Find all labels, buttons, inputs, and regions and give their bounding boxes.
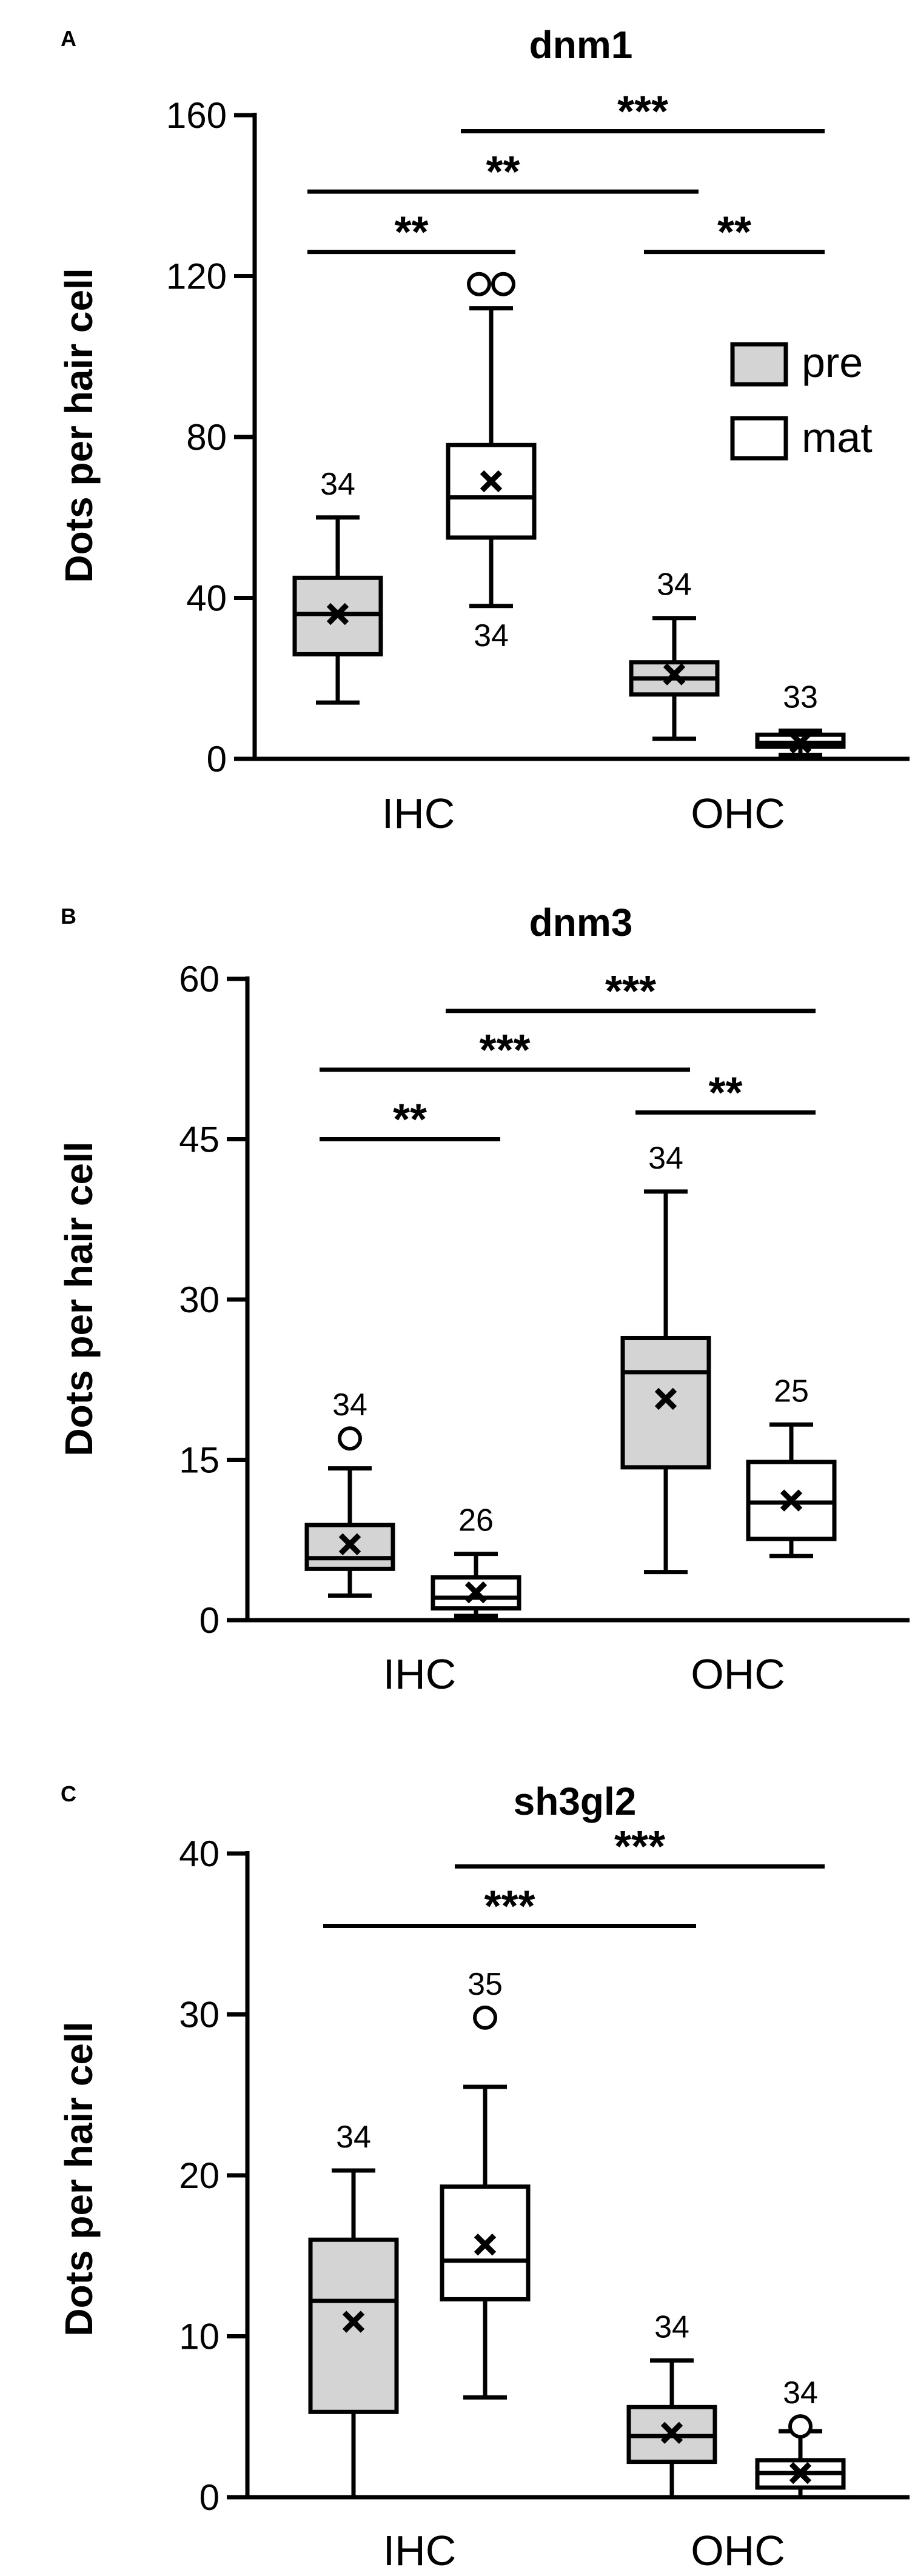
x-category-label: OHC — [691, 1650, 785, 1698]
y-tick-label: 30 — [179, 1280, 220, 1320]
sample-size-label: 34 — [336, 2120, 371, 2155]
y-axis-label: Dots per hair cell — [57, 1141, 101, 1456]
panel-letter: C — [61, 1781, 76, 1806]
legend-swatch-mat — [730, 416, 788, 461]
legend-label-mat: mat — [802, 414, 873, 461]
mean-marker — [660, 2421, 683, 2444]
y-tick-label: 80 — [186, 417, 227, 458]
sample-size-label: 34 — [474, 618, 509, 653]
sample-size-label: 34 — [332, 1387, 367, 1423]
y-axis-label: Dots per hair cell — [57, 2021, 101, 2336]
y-tick-label: 20 — [179, 2155, 220, 2196]
significance-label: *** — [479, 1026, 530, 1075]
outlier-point — [473, 2005, 497, 2030]
panel-sh3gl2: C sh3gl2 Dots per hair cell IHC OHC 0 10 2… — [57, 1780, 910, 2574]
box-IHC-mat: 34 — [446, 272, 537, 653]
mean-marker — [789, 732, 812, 754]
box-iqr — [446, 442, 537, 540]
legend-label-pre: pre — [802, 339, 863, 386]
mean-marker — [663, 663, 686, 686]
sample-size-label: 25 — [774, 1373, 809, 1409]
box-IHC-pre: 34 — [292, 467, 383, 705]
significance-label: ** — [717, 209, 751, 257]
y-tick-label: 0 — [199, 1600, 220, 1641]
significance-label: *** — [605, 967, 656, 1016]
x-category-label: OHC — [691, 790, 785, 837]
box-IHC-pre: 34 — [308, 2120, 399, 2500]
significance-label: ** — [708, 1069, 742, 1117]
mean-marker — [654, 1387, 677, 1410]
sample-size-label: 33 — [783, 680, 818, 715]
outlier-point — [788, 2414, 813, 2439]
y-tick-label: 40 — [179, 1834, 220, 1874]
significance-label: ** — [394, 209, 428, 257]
outlier-point — [491, 272, 515, 296]
y-tick-label: 15 — [179, 1440, 220, 1481]
mean-marker — [780, 1489, 803, 1512]
sample-size-label: 26 — [458, 1503, 494, 1538]
panel-dnm1: A dnm1 Dots per hair cell IHC OHC pre ma… — [57, 23, 910, 837]
mean-marker — [464, 1581, 488, 1604]
sample-size-label: 34 — [657, 567, 692, 602]
legend: pre mat — [730, 339, 873, 461]
y-tick-label: 120 — [166, 256, 227, 297]
x-category-label: IHC — [383, 1650, 457, 1698]
significance-label: ** — [486, 148, 520, 196]
mean-marker — [326, 602, 349, 626]
y-tick-label: 160 — [166, 95, 227, 136]
sample-size-label: 34 — [654, 2309, 689, 2344]
significance-label: *** — [617, 88, 668, 136]
y-tick-label: 45 — [179, 1119, 220, 1160]
legend-swatch-pre — [730, 342, 788, 387]
sample-size-label: 34 — [783, 2375, 818, 2411]
box-OHC-pre: 34 — [620, 1141, 711, 1575]
chart-title: dnm3 — [529, 901, 633, 944]
box-OHC-mat: 25 — [746, 1373, 837, 1558]
y-tick-label: 40 — [186, 578, 227, 619]
box-OHC-pre: 34 — [629, 567, 720, 741]
mean-marker — [338, 1533, 361, 1555]
box-IHC-pre: 34 — [304, 1387, 395, 1598]
outlier-point — [338, 1426, 362, 1451]
box-OHC-pre: 34 — [626, 2309, 717, 2500]
sample-size-label: 34 — [648, 1141, 683, 1176]
sample-size-label: 35 — [468, 1967, 503, 2002]
x-category-label: IHC — [382, 790, 455, 837]
mean-marker — [342, 2311, 365, 2333]
significance-label: *** — [614, 1823, 665, 1871]
y-tick-label: 30 — [179, 1995, 220, 2035]
box-iqr — [308, 2237, 399, 2414]
y-axis-label: Dots per hair cell — [57, 268, 101, 582]
box-OHC-mat: 34 — [755, 2375, 846, 2500]
y-tick-label: 10 — [179, 2317, 220, 2357]
x-category-label: OHC — [691, 2527, 785, 2574]
y-tick-label: 60 — [179, 959, 220, 999]
chart-title: sh3gl2 — [514, 1780, 637, 1823]
panel-letter: A — [61, 26, 76, 51]
y-tick-label: 0 — [199, 2477, 220, 2518]
box-iqr — [746, 1460, 837, 1541]
mean-marker — [474, 2233, 497, 2256]
sample-size-label: 34 — [320, 467, 355, 502]
outlier-point — [467, 272, 491, 296]
mean-marker — [480, 470, 503, 493]
significance-label: *** — [484, 1882, 535, 1930]
significance-label: ** — [393, 1096, 427, 1144]
box-IHC-mat: 26 — [431, 1503, 521, 1618]
y-tick-label: 0 — [207, 739, 227, 779]
x-category-label: IHC — [383, 2527, 457, 2574]
chart-title: dnm1 — [529, 23, 633, 67]
mean-marker — [789, 2461, 812, 2484]
box-IHC-mat: 35 — [440, 1967, 531, 2400]
box-OHC-mat: 33 — [755, 680, 846, 757]
panel-dnm3: B dnm3 Dots per hair cell IHC OHC 0 15 30 4… — [57, 901, 910, 1698]
panel-letter: B — [61, 904, 76, 929]
